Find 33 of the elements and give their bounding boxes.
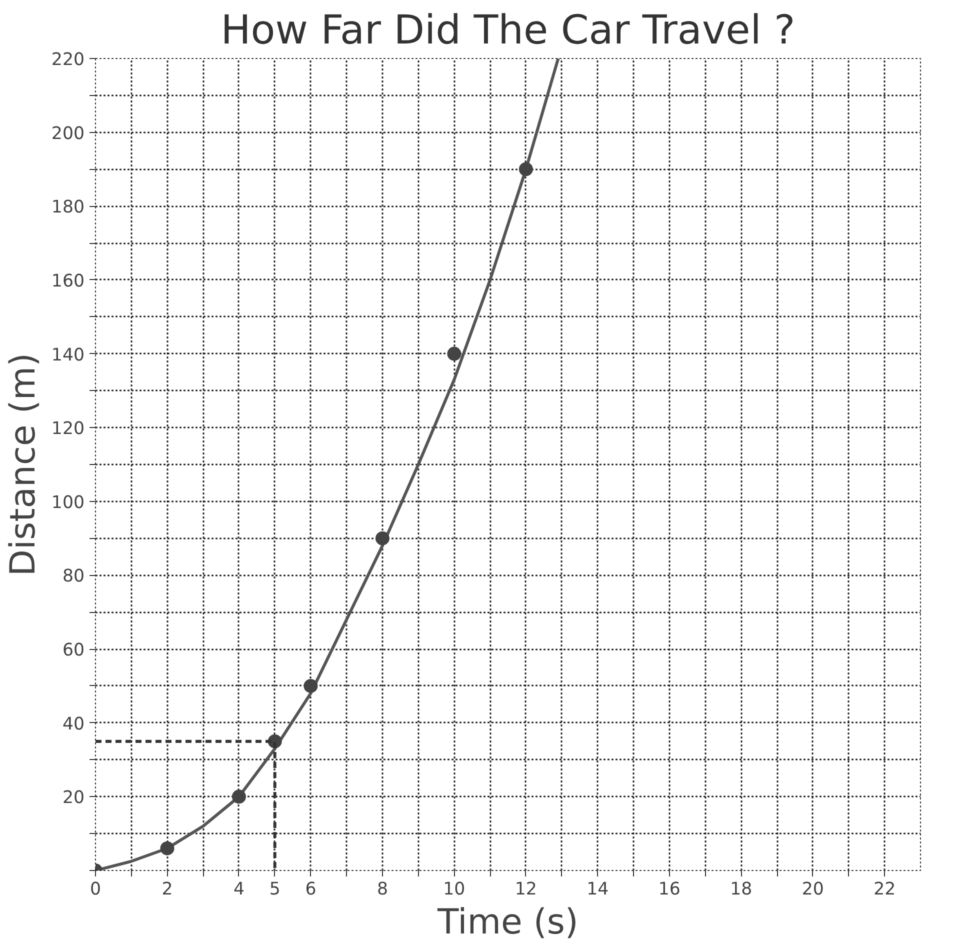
x-axis-title: Time (s) bbox=[436, 902, 578, 942]
point bbox=[375, 531, 390, 546]
x-tick-label: 2 bbox=[162, 880, 173, 900]
x-tick-label: 6 bbox=[305, 880, 316, 900]
y-tick-label: 80 bbox=[62, 566, 85, 587]
y-tick-label: 200 bbox=[51, 124, 85, 144]
x-tick-label: 14 bbox=[586, 880, 609, 900]
point bbox=[304, 678, 318, 693]
chart-title: How Far Did The Car Travel ? bbox=[220, 8, 796, 54]
y-tick-label: 100 bbox=[51, 492, 85, 513]
y-tick-label: 40 bbox=[62, 714, 85, 734]
point bbox=[518, 162, 533, 176]
x-tick-label: 5 bbox=[269, 880, 280, 900]
y-tick-label: 120 bbox=[51, 419, 85, 440]
x-tick-label: 10 bbox=[443, 880, 466, 900]
x-tick-label: 8 bbox=[376, 880, 388, 900]
x-tick-label: 0 bbox=[90, 880, 102, 900]
x-tick-label: 16 bbox=[658, 880, 680, 900]
y-tick-label: 140 bbox=[51, 345, 85, 366]
y-tick-label: 160 bbox=[51, 271, 85, 292]
x-tick-label: 12 bbox=[514, 880, 537, 900]
x-tick-label: 4 bbox=[233, 880, 244, 900]
y-tick-label: 220 bbox=[51, 50, 85, 70]
point bbox=[447, 346, 462, 361]
point bbox=[160, 841, 174, 856]
x-tick-label: 18 bbox=[730, 880, 752, 900]
point bbox=[232, 790, 246, 804]
y-axis-title: Distance (m) bbox=[3, 352, 44, 576]
y-tick-label: 60 bbox=[62, 640, 85, 661]
x-tick-label: 20 bbox=[802, 880, 824, 900]
y-tick-label: 180 bbox=[51, 198, 85, 218]
y-tick-label: 20 bbox=[62, 788, 85, 808]
x-tick-label: 22 bbox=[874, 880, 896, 900]
